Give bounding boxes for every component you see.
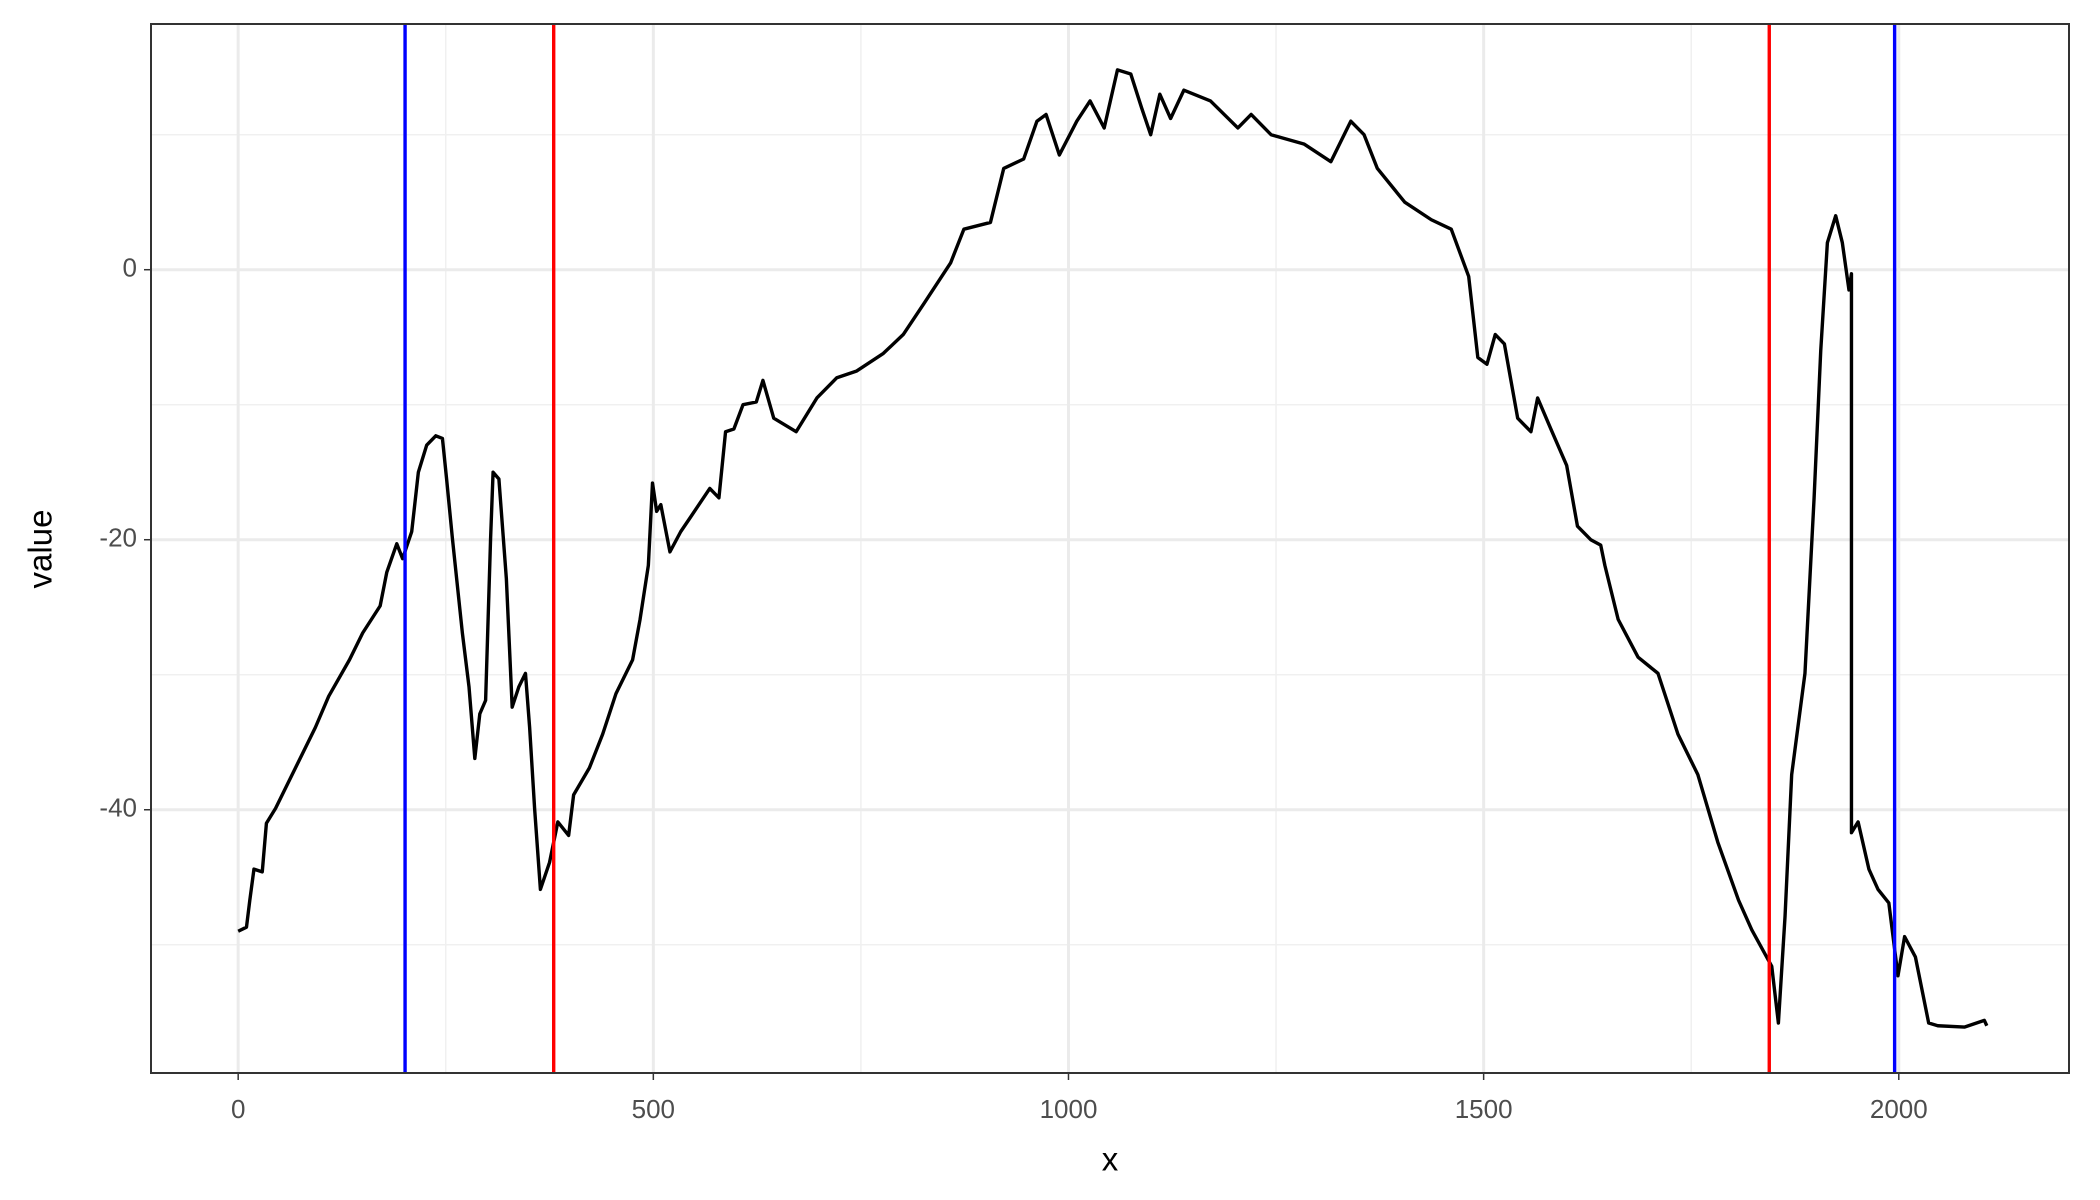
x-tick-label: 2000: [1870, 1094, 1928, 1124]
panel-border: [150, 23, 2070, 1074]
x-tick-label: 500: [632, 1094, 675, 1124]
y-tick-label: -40: [99, 793, 137, 823]
y-axis-title: value: [22, 510, 59, 589]
x-tick-label: 0: [231, 1094, 245, 1124]
x-tick-label: 1000: [1040, 1094, 1098, 1124]
y-tick-label: -20: [99, 523, 137, 553]
data-line: [237, 68, 1989, 1029]
y-tick-label: 0: [123, 253, 137, 283]
x-axis-title: x: [1102, 1141, 1119, 1178]
x-tick-label: 1500: [1455, 1094, 1513, 1124]
